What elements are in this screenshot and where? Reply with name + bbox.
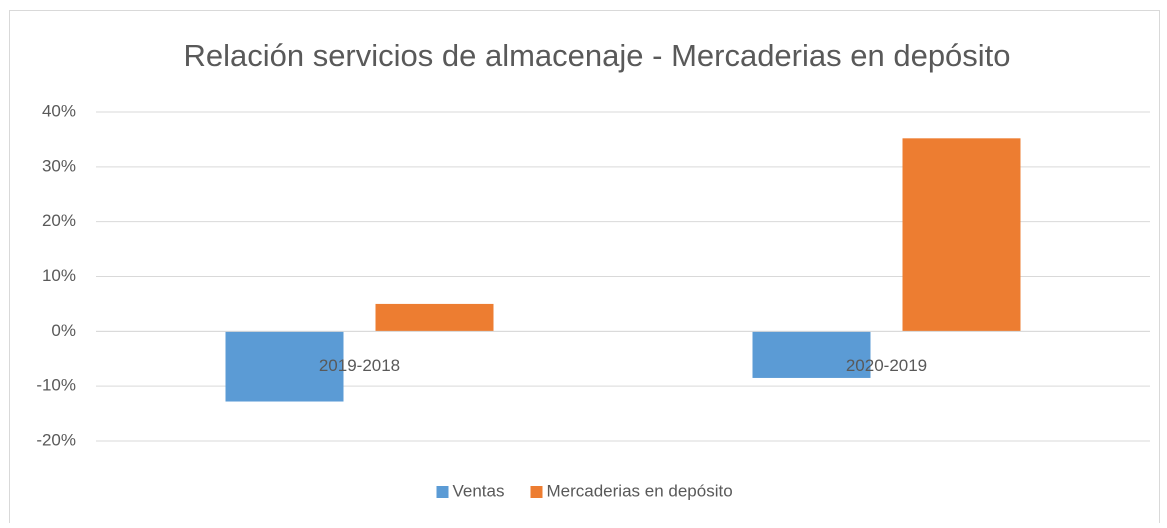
bar <box>902 138 1021 332</box>
y-tick-label: 20% <box>42 211 76 230</box>
x-tick-label: 2019-2018 <box>319 356 400 375</box>
y-tick-label: -20% <box>36 430 76 449</box>
y-tick-label: 10% <box>42 266 76 285</box>
y-tick-label: 0% <box>51 321 76 340</box>
chart-title: Relación servicios de almacenaje - Merca… <box>183 38 1010 73</box>
bar <box>375 303 494 332</box>
legend-swatch <box>436 486 449 498</box>
bar <box>752 331 871 378</box>
legend-swatch <box>530 486 543 498</box>
legend-label: Mercaderias en depósito <box>547 481 733 500</box>
legend-label: Ventas <box>453 481 505 500</box>
y-tick-label: 40% <box>42 101 76 120</box>
y-tick-label: -10% <box>36 376 76 395</box>
y-tick-label: 30% <box>42 156 76 175</box>
x-tick-label: 2020-2019 <box>846 356 927 375</box>
bar <box>225 331 344 402</box>
